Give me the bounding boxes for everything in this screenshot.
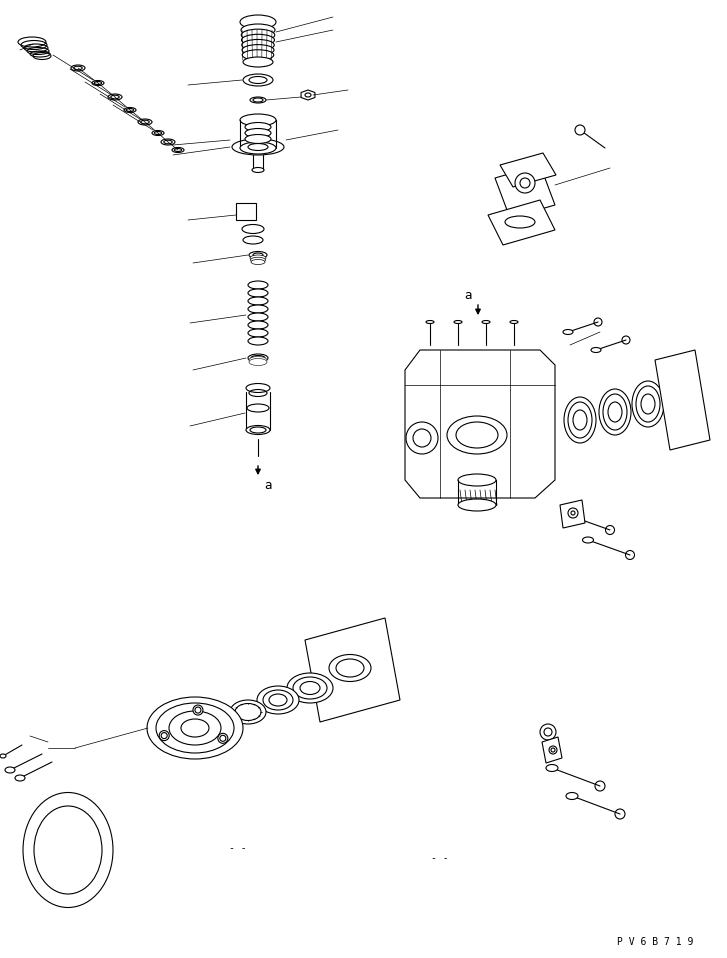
Ellipse shape: [138, 119, 152, 125]
Ellipse shape: [482, 321, 490, 324]
Ellipse shape: [172, 148, 184, 152]
Ellipse shape: [563, 512, 574, 518]
Ellipse shape: [232, 139, 284, 155]
Ellipse shape: [546, 764, 558, 771]
Ellipse shape: [245, 134, 271, 144]
Ellipse shape: [248, 281, 268, 289]
Polygon shape: [405, 350, 555, 498]
Ellipse shape: [458, 499, 496, 511]
Circle shape: [218, 733, 228, 743]
Ellipse shape: [257, 686, 299, 714]
Ellipse shape: [5, 767, 15, 773]
Ellipse shape: [249, 252, 267, 259]
Ellipse shape: [246, 383, 270, 393]
Ellipse shape: [92, 80, 104, 85]
Ellipse shape: [71, 65, 85, 71]
Circle shape: [159, 731, 169, 741]
Ellipse shape: [454, 321, 462, 324]
Ellipse shape: [240, 142, 276, 154]
Ellipse shape: [15, 775, 25, 781]
Circle shape: [540, 724, 556, 740]
Ellipse shape: [666, 378, 694, 418]
Text: a: a: [465, 288, 472, 302]
Ellipse shape: [108, 94, 122, 100]
Ellipse shape: [241, 34, 275, 46]
Ellipse shape: [230, 700, 266, 724]
Ellipse shape: [242, 50, 274, 60]
Ellipse shape: [252, 168, 264, 172]
Polygon shape: [488, 200, 555, 245]
Polygon shape: [542, 737, 562, 763]
Ellipse shape: [248, 337, 268, 345]
Polygon shape: [236, 203, 256, 220]
Polygon shape: [500, 153, 556, 187]
Ellipse shape: [0, 754, 6, 758]
Ellipse shape: [245, 123, 271, 131]
Ellipse shape: [287, 673, 333, 703]
Ellipse shape: [240, 114, 276, 126]
Ellipse shape: [251, 258, 265, 262]
Ellipse shape: [240, 15, 276, 29]
Ellipse shape: [566, 792, 578, 800]
Text: - -: - -: [431, 853, 449, 863]
Ellipse shape: [248, 289, 268, 297]
Text: a: a: [264, 478, 272, 491]
Ellipse shape: [632, 381, 664, 427]
Ellipse shape: [564, 397, 596, 443]
Ellipse shape: [152, 130, 164, 135]
Ellipse shape: [251, 260, 265, 264]
Ellipse shape: [246, 425, 270, 435]
Ellipse shape: [243, 236, 263, 244]
Ellipse shape: [599, 389, 631, 435]
Ellipse shape: [563, 330, 573, 334]
Ellipse shape: [510, 321, 518, 324]
Ellipse shape: [241, 24, 275, 36]
Ellipse shape: [250, 97, 266, 103]
Ellipse shape: [248, 321, 268, 329]
Polygon shape: [495, 165, 555, 218]
Text: P V 6 B 7 1 9: P V 6 B 7 1 9: [616, 937, 693, 947]
Ellipse shape: [248, 297, 268, 305]
Ellipse shape: [245, 128, 271, 138]
Ellipse shape: [249, 356, 267, 363]
Ellipse shape: [426, 321, 434, 324]
Ellipse shape: [249, 358, 267, 366]
Ellipse shape: [247, 404, 269, 412]
Ellipse shape: [242, 224, 264, 234]
Ellipse shape: [147, 697, 243, 759]
Ellipse shape: [241, 29, 275, 41]
Ellipse shape: [242, 39, 274, 51]
Polygon shape: [655, 350, 710, 450]
Polygon shape: [560, 500, 585, 528]
Polygon shape: [301, 90, 315, 100]
Circle shape: [193, 705, 203, 715]
Ellipse shape: [248, 354, 268, 362]
Ellipse shape: [591, 348, 601, 353]
Ellipse shape: [23, 792, 113, 907]
Ellipse shape: [458, 474, 496, 486]
Ellipse shape: [582, 537, 593, 543]
Ellipse shape: [248, 305, 268, 313]
Ellipse shape: [161, 139, 175, 145]
Ellipse shape: [243, 57, 273, 67]
Circle shape: [575, 125, 585, 135]
Circle shape: [515, 173, 535, 193]
Polygon shape: [305, 618, 400, 722]
Ellipse shape: [243, 74, 273, 86]
Ellipse shape: [248, 329, 268, 337]
Text: - -: - -: [229, 843, 246, 853]
Ellipse shape: [242, 45, 274, 56]
Ellipse shape: [124, 107, 136, 112]
Ellipse shape: [248, 313, 268, 321]
Ellipse shape: [250, 255, 266, 261]
